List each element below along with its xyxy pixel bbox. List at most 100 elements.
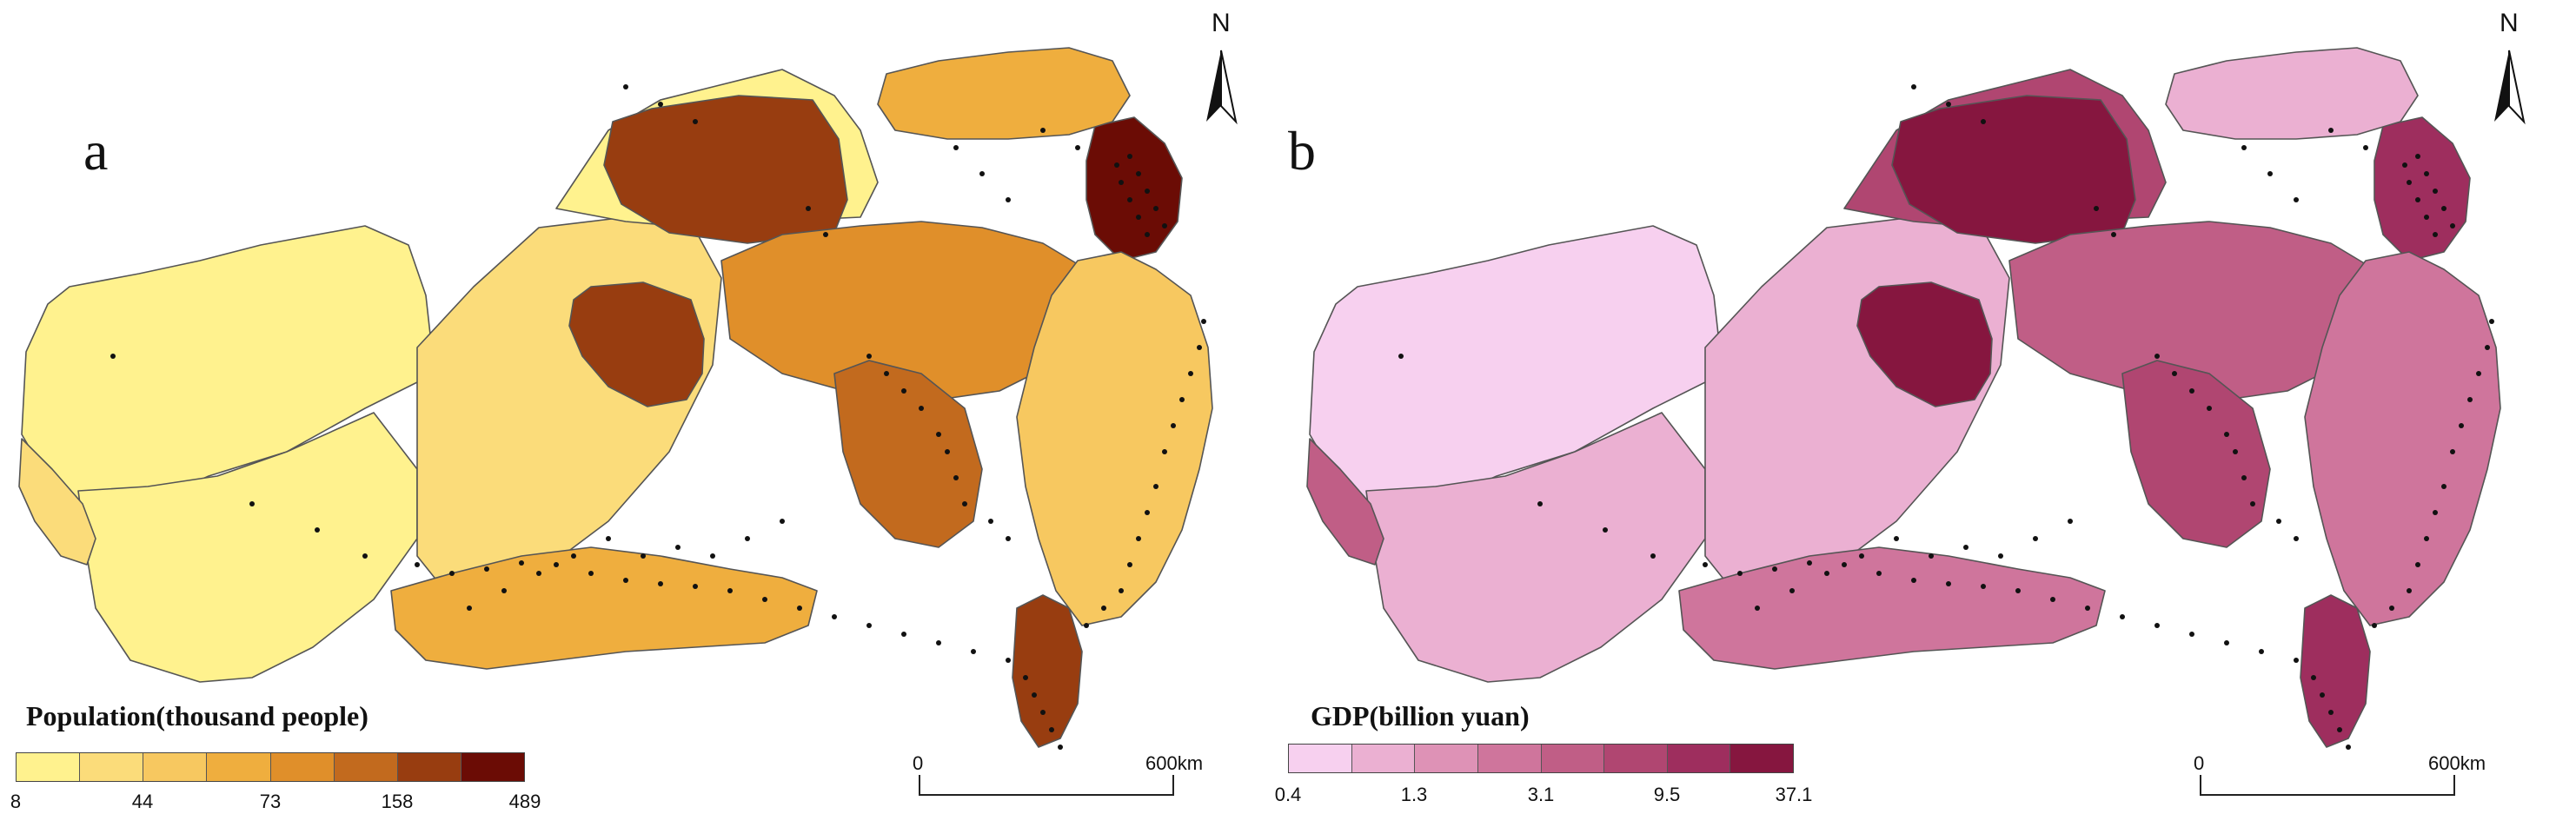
- map-region: [2300, 594, 2371, 748]
- map-region: [833, 360, 983, 548]
- settlement-point: [2389, 606, 2394, 611]
- settlement-point: [1201, 319, 1206, 324]
- settlement-point: [1963, 545, 1969, 550]
- settlement-point: [623, 84, 628, 89]
- map-region: [1704, 216, 2010, 600]
- settlement-point: [971, 649, 976, 654]
- settlement-point: [658, 581, 663, 586]
- settlement-point: [2154, 623, 2160, 628]
- settlement-point: [866, 354, 872, 359]
- north-label: N: [1212, 9, 1231, 37]
- settlement-point: [2346, 745, 2351, 750]
- settlement-point: [1136, 536, 1141, 541]
- settlement-point: [1981, 584, 1986, 589]
- map-region: [390, 546, 818, 670]
- legend-title: Population(thousand people): [26, 700, 368, 731]
- settlement-point: [1737, 571, 1743, 576]
- legend-swatch: [143, 753, 208, 781]
- settlement-point: [2424, 171, 2429, 176]
- settlement-point: [2415, 562, 2420, 567]
- settlement-point: [1119, 180, 1124, 185]
- settlement-point: [1179, 397, 1185, 402]
- map-region: [1365, 412, 1706, 683]
- settlement-point: [936, 640, 941, 645]
- legend-tick: 158: [381, 791, 414, 812]
- settlement-point: [1145, 189, 1150, 194]
- settlement-point: [1153, 206, 1159, 211]
- legend-swatch: [1289, 745, 1352, 772]
- settlement-point: [988, 519, 993, 524]
- settlement-point: [2363, 145, 2368, 150]
- settlement-point: [1032, 692, 1037, 698]
- map-region: [1891, 95, 2136, 244]
- map-region: [2121, 360, 2271, 548]
- settlement-point: [2250, 501, 2255, 506]
- settlement-point: [2450, 223, 2455, 228]
- settlement-point: [588, 571, 594, 576]
- settlement-point: [2328, 710, 2334, 715]
- map-region: [1856, 281, 1993, 407]
- settlement-point: [1981, 119, 1986, 124]
- settlement-point: [1023, 675, 1028, 680]
- settlement-point: [1145, 510, 1150, 515]
- settlement-point: [2424, 536, 2429, 541]
- settlement-point: [797, 606, 802, 611]
- settlement-point: [919, 406, 924, 411]
- settlement-point: [1537, 501, 1543, 506]
- settlement-point: [2033, 536, 2038, 541]
- settlement-point: [1789, 588, 1795, 593]
- scale-end-label: 600km: [1145, 752, 1204, 774]
- settlement-point: [780, 519, 785, 524]
- settlement-point: [554, 562, 559, 567]
- map-region: [603, 95, 848, 244]
- settlement-point: [962, 501, 967, 506]
- settlement-point: [2207, 406, 2212, 411]
- settlement-point: [1911, 578, 1916, 583]
- settlement-point: [901, 632, 906, 637]
- settlement-point: [315, 527, 320, 533]
- legend-swatch: [1730, 745, 1793, 772]
- settlement-point: [2294, 536, 2299, 541]
- settlement-point: [675, 545, 681, 550]
- settlement-point: [606, 536, 611, 541]
- settlement-point: [1058, 745, 1063, 750]
- north-arrow: [1206, 50, 1238, 125]
- settlement-point: [1772, 566, 1777, 572]
- settlement-point: [110, 354, 116, 359]
- map-region: [568, 281, 705, 407]
- settlement-point: [2459, 423, 2464, 428]
- settlement-point: [2094, 206, 2099, 211]
- settlement-point: [2433, 510, 2438, 515]
- map-region: [2165, 47, 2419, 140]
- settlement-point: [2433, 232, 2438, 237]
- settlement-point: [1162, 223, 1167, 228]
- map-region: [1016, 251, 1213, 626]
- legend-swatch: [270, 753, 335, 781]
- legend-swatch: [334, 753, 398, 781]
- settlement-point: [2372, 623, 2377, 628]
- map-region: [2374, 116, 2471, 261]
- settlement-point: [953, 475, 959, 480]
- settlement-point: [2311, 675, 2316, 680]
- settlement-point: [866, 623, 872, 628]
- legend-tick: 44: [131, 791, 154, 812]
- settlement-point: [658, 102, 663, 107]
- settlement-point: [1162, 449, 1167, 454]
- scale-end-label: 600km: [2428, 752, 2486, 774]
- settlement-point: [1114, 162, 1119, 168]
- settlement-point: [415, 562, 420, 567]
- legend-swatch: [1604, 745, 1668, 772]
- settlement-point: [693, 119, 698, 124]
- legend-swatch: [1415, 745, 1478, 772]
- settlement-point: [2407, 588, 2412, 593]
- legend-tick: 9.5: [1653, 784, 1681, 805]
- settlement-point: [2467, 397, 2473, 402]
- settlement-point: [2415, 154, 2420, 159]
- legend-color-bar: [1288, 744, 1794, 773]
- settlement-point: [362, 553, 368, 559]
- settlement-point: [1084, 623, 1089, 628]
- settlement-point: [2189, 632, 2194, 637]
- settlement-point: [2485, 345, 2490, 350]
- settlement-point: [2402, 162, 2407, 168]
- map-region: [1012, 594, 1083, 748]
